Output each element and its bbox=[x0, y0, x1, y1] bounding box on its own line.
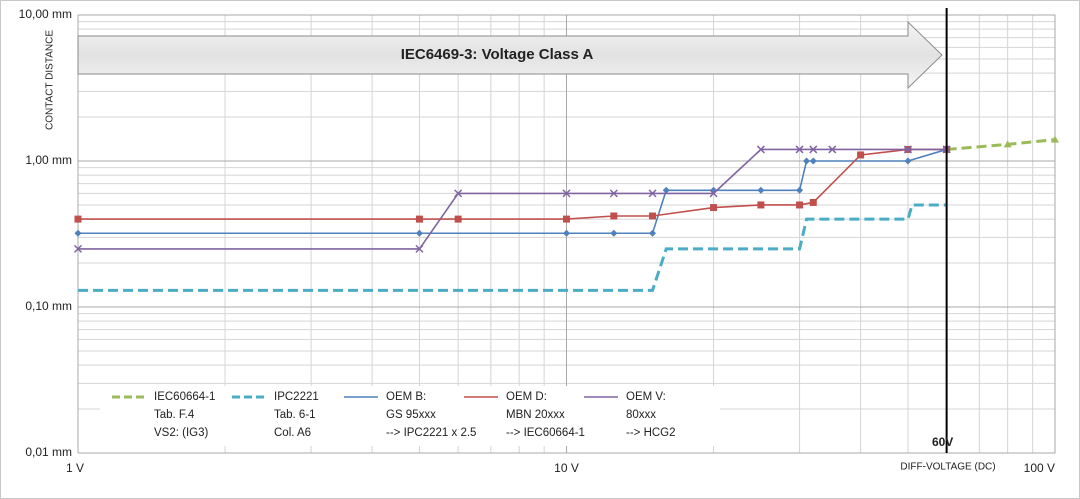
point bbox=[74, 215, 82, 223]
legend-note: Tab. 6-1 bbox=[274, 409, 316, 421]
legend-note: VS2: (IG3) bbox=[154, 427, 208, 439]
y-axis-label: CONTACT DISTANCE bbox=[45, 30, 56, 130]
point bbox=[757, 186, 765, 194]
point bbox=[649, 212, 657, 220]
point bbox=[903, 145, 912, 154]
point bbox=[709, 189, 718, 198]
annotation: IEC6469-3: Voltage Class A bbox=[401, 46, 594, 63]
legend-note: --> IEC60664-1 bbox=[506, 427, 585, 439]
point bbox=[857, 151, 865, 159]
point bbox=[1003, 140, 1012, 148]
y-tick-label: 0,01 mm bbox=[25, 445, 72, 459]
y-tick-label: 0,10 mm bbox=[25, 299, 72, 313]
legend: IEC60664-1 Tab. F.4 VS2: (IG3) IPC2221 Tab. … bbox=[100, 386, 720, 446]
series-group bbox=[73, 135, 1059, 292]
x-tick-label: 1 V bbox=[66, 461, 84, 475]
point bbox=[415, 229, 423, 237]
legend-label: IPC2221 bbox=[274, 391, 319, 403]
point bbox=[809, 145, 818, 154]
point bbox=[454, 189, 463, 198]
point bbox=[74, 229, 82, 237]
x-tick-label: 100 V bbox=[1024, 461, 1055, 475]
y-tick-label: 1,00 mm bbox=[25, 153, 72, 167]
x-tick-label: 10 V bbox=[554, 461, 579, 475]
legend-note: Col. A6 bbox=[274, 427, 311, 439]
point bbox=[756, 145, 765, 154]
point bbox=[1051, 135, 1059, 143]
point bbox=[610, 229, 618, 237]
point bbox=[809, 198, 817, 206]
point bbox=[648, 189, 657, 198]
point bbox=[757, 201, 765, 209]
point bbox=[609, 189, 618, 198]
point bbox=[454, 215, 462, 223]
point bbox=[563, 229, 570, 237]
point bbox=[610, 212, 618, 220]
legend-note: MBN 20xxx bbox=[506, 409, 565, 421]
marker-line-label: 60V bbox=[932, 435, 953, 449]
point bbox=[796, 201, 804, 209]
legend-label: OEM D: bbox=[506, 391, 547, 403]
series-line bbox=[78, 203, 947, 292]
point bbox=[649, 229, 657, 237]
point bbox=[563, 215, 570, 223]
legend-note: GS 95xxx bbox=[386, 409, 436, 421]
point bbox=[73, 244, 83, 253]
point bbox=[710, 204, 718, 212]
point bbox=[796, 186, 804, 194]
legend-label: IEC60664-1 bbox=[154, 391, 215, 403]
x-axis-label: DIFF-VOLTAGE (DC) bbox=[900, 462, 995, 473]
legend-label: OEM V: bbox=[626, 391, 666, 403]
point bbox=[662, 186, 670, 194]
legend-note: 80xxx bbox=[626, 409, 656, 421]
legend-label: OEM B: bbox=[386, 391, 426, 403]
point bbox=[415, 244, 424, 253]
point bbox=[828, 145, 837, 154]
legend-note: --> IPC2221 x 2.5 bbox=[386, 427, 476, 439]
point bbox=[809, 157, 817, 165]
y-tick-label: 10,00 mm bbox=[19, 7, 72, 21]
legend-note: Tab. F.4 bbox=[154, 409, 195, 421]
annotation-arrow bbox=[77, 20, 943, 90]
legend-note: --> HCG2 bbox=[626, 427, 676, 439]
point bbox=[562, 189, 571, 198]
legend-box bbox=[100, 386, 720, 446]
point bbox=[415, 215, 423, 223]
point bbox=[803, 157, 811, 165]
point bbox=[795, 145, 804, 154]
point bbox=[904, 157, 912, 165]
